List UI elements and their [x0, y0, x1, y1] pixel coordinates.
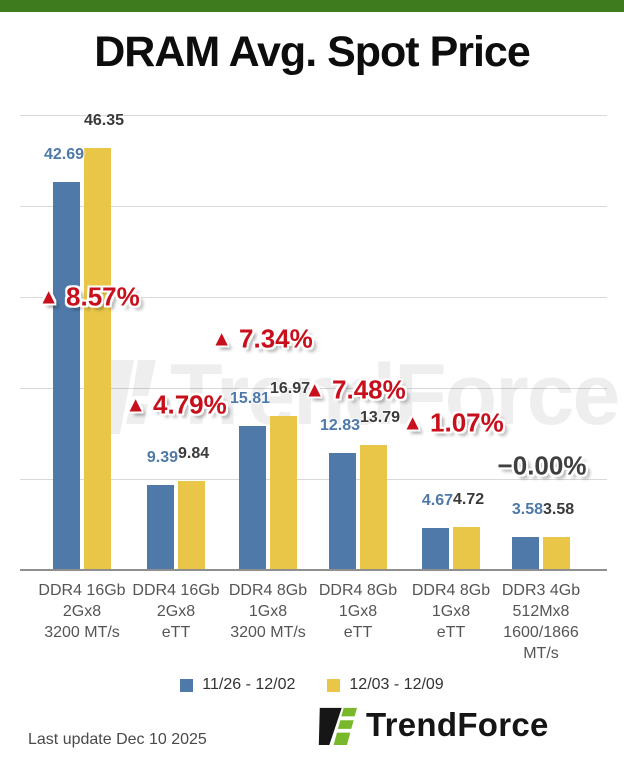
category-line: 3200 MT/s: [230, 624, 306, 641]
change-badge-3: ▲ 7.48%: [304, 375, 406, 406]
value-label-week2-5: 3.58: [543, 501, 575, 519]
gridline-50: [20, 115, 607, 116]
up-triangle-icon: ▲: [304, 378, 326, 402]
brand-name: TrendForce: [366, 706, 549, 743]
category-label-4: DDR4 8Gb 1Gx8 eTT: [404, 580, 498, 643]
value-label-week2-3: 13.79: [360, 408, 401, 426]
legend-item-1: 12/03 - 12/09: [327, 676, 444, 694]
category-line: 1Gx8: [338, 603, 378, 620]
change-value: 7.34%: [239, 323, 313, 354]
value-label-week1-0: 42.69: [43, 145, 84, 163]
bar-week2-0: [84, 148, 111, 570]
brand-logo: TrendForce: [315, 703, 549, 747]
category-line: DDR4 8Gb: [411, 582, 491, 599]
chart-title: DRAM Avg. Spot Price: [94, 28, 531, 76]
bar-week1-5: [512, 537, 539, 570]
gridline-30: [20, 297, 607, 298]
value-label-week2-4: 4.72: [453, 491, 485, 508]
category-line: eTT: [343, 624, 373, 641]
bar-week2-5: [543, 537, 570, 570]
change-badge-0: ▲ 8.57%: [38, 282, 140, 313]
chart-legend: 11/26 - 12/02 12/03 - 12/09: [0, 676, 624, 694]
category-line: eTT: [161, 624, 191, 641]
value-label-week2-2: 16.97: [270, 379, 311, 397]
value-label-week1-3: 12.83: [319, 417, 360, 435]
legend-swatch-icon: [180, 678, 194, 692]
up-triangle-icon: ▲: [402, 411, 424, 435]
category-line: DDR4 16Gb: [132, 582, 220, 599]
bar-week1-0: [53, 181, 80, 570]
legend-swatch-icon: [327, 678, 341, 692]
bar-week1-1: [147, 484, 174, 570]
category-line: 2Gx8: [156, 603, 196, 620]
bar-week2-4: [453, 527, 480, 570]
gridline-20: [20, 388, 607, 389]
change-badge-1: ▲ 4.79%: [125, 390, 227, 421]
legend-label: 11/26 - 12/02: [202, 676, 296, 693]
last-update-text: Last update Dec 10 2025: [28, 731, 207, 748]
bar-week2-2: [270, 415, 297, 570]
change-badge-4: ▲ 1.07%: [402, 408, 504, 439]
up-triangle-icon: ▲: [38, 285, 60, 309]
bar-week1-3: [329, 453, 356, 570]
change-value: 4.79%: [153, 389, 227, 420]
up-triangle-icon: ▲: [211, 327, 233, 351]
change-value: 8.57%: [66, 281, 140, 312]
category-label-3: DDR4 8Gb 1Gx8 eTT: [311, 580, 405, 643]
value-label-week1-1: 9.39: [146, 448, 178, 466]
change-badge-2: ▲ 7.34%: [211, 324, 313, 355]
value-label-week2-1: 9.84: [178, 444, 210, 462]
category-line: DDR4 8Gb: [228, 582, 308, 599]
trendforce-logo-icon: [318, 707, 357, 746]
x-axis-line: [20, 569, 607, 571]
category-label-2: DDR4 8Gb 1Gx8 3200 MT/s: [221, 580, 315, 643]
category-line: 1Gx8: [248, 603, 288, 620]
bar-week2-1: [178, 480, 205, 570]
category-label-1: DDR4 16Gb 2Gx8 eTT: [129, 580, 223, 643]
gridline-10: [20, 479, 607, 480]
category-label-5: DDR3 4Gb 512Mx8 1600/1866 MT/s: [494, 580, 588, 664]
legend-item-0: 11/26 - 12/02: [180, 676, 295, 694]
top-accent-bar: [0, 0, 624, 12]
change-badge-5: −0.00%: [498, 451, 587, 482]
category-line: eTT: [436, 624, 466, 641]
category-line: 512Mx8: [512, 603, 570, 620]
value-label-week1-2: 15.81: [229, 390, 270, 408]
category-line: 1600/1866: [503, 624, 579, 641]
bar-week1-4: [422, 527, 449, 570]
category-line: 2Gx8: [62, 603, 102, 620]
up-triangle-icon: ▲: [125, 393, 147, 417]
category-label-0: DDR4 16Gb 2Gx8 3200 MT/s: [35, 580, 129, 643]
value-label-week1-4: 4.67: [421, 491, 453, 509]
change-value: 1.07%: [430, 407, 504, 438]
category-line: DDR3 4Gb: [501, 582, 581, 599]
category-line: 1Gx8: [431, 603, 471, 620]
category-line: 3200 MT/s: [44, 624, 120, 641]
change-value: 7.48%: [332, 374, 406, 405]
category-line: MT/s: [523, 645, 559, 662]
bar-week1-2: [239, 426, 266, 570]
category-line: DDR4 8Gb: [318, 582, 398, 599]
category-line: DDR4 16Gb: [38, 582, 126, 599]
value-label-week2-0: 46.35: [84, 112, 125, 130]
gridline-40: [20, 206, 607, 207]
change-value: −0.00%: [497, 450, 587, 481]
legend-label: 12/03 - 12/09: [349, 676, 444, 693]
bar-week2-3: [360, 444, 387, 570]
value-label-week1-5: 3.58: [511, 501, 543, 519]
